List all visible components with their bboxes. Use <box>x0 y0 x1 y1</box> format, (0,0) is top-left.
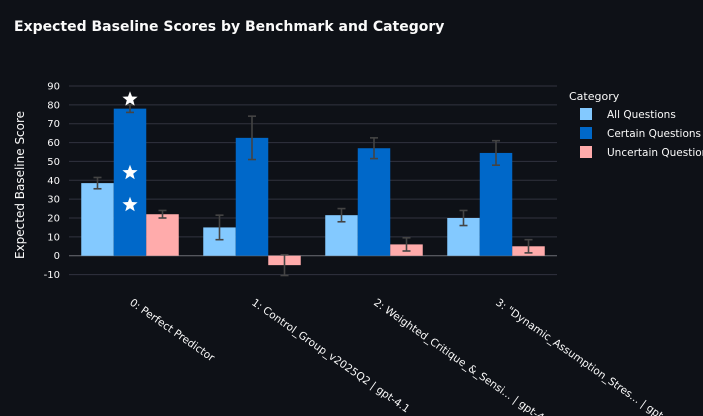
y-tick-label: 50 <box>47 157 60 168</box>
bar-layer <box>81 108 545 266</box>
star-marker-icon <box>122 91 138 106</box>
star-marker-icon <box>122 164 138 180</box>
legend-item[interactable]: Uncertain Questions <box>580 146 703 159</box>
star-marker-icon <box>122 196 138 212</box>
bar[interactable] <box>357 148 391 256</box>
x-category-label: 0: Perfect Predictor <box>127 297 217 365</box>
bar[interactable] <box>479 152 513 256</box>
y-tick-label: 40 <box>47 176 60 187</box>
y-tick-label: 90 <box>47 82 60 93</box>
bar[interactable] <box>113 108 147 256</box>
y-tick-label: 10 <box>47 232 60 243</box>
chart-title: Expected Baseline Scores by Benchmark an… <box>14 19 445 35</box>
legend-swatch <box>580 108 592 120</box>
bar[interactable] <box>146 214 179 256</box>
x-label-layer: 0: Perfect Predictor 1: Control_Group_v20… <box>127 297 682 416</box>
legend-label: Uncertain Questions <box>607 147 703 159</box>
y-tick-label: 70 <box>47 119 60 130</box>
y-axis-title: Expected Baseline Score <box>13 111 27 259</box>
legend-title: Category <box>569 90 620 103</box>
legend-label: Certain Questions <box>607 128 701 140</box>
y-tick-label: -10 <box>44 270 60 281</box>
marker-layer <box>122 91 138 212</box>
legend-item[interactable]: All Questions <box>580 108 676 121</box>
legend-swatch <box>580 127 592 139</box>
error-layer <box>93 104 533 277</box>
y-tick-label: 20 <box>47 214 60 225</box>
y-tick-label: 60 <box>47 138 60 149</box>
legend-label: All Questions <box>607 109 676 121</box>
legend: Category All Questions Certain Questions Un… <box>569 90 703 159</box>
bar[interactable] <box>81 183 114 256</box>
legend-swatch <box>580 146 592 158</box>
y-tick-label: 0 <box>54 251 60 262</box>
y-tick-label: 30 <box>47 195 60 206</box>
y-tick-label: 80 <box>47 100 60 111</box>
legend-item[interactable]: Certain Questions <box>580 127 701 140</box>
y-tick-layer: -10 0 10 20 30 40 50 60 70 80 90 <box>44 82 60 282</box>
